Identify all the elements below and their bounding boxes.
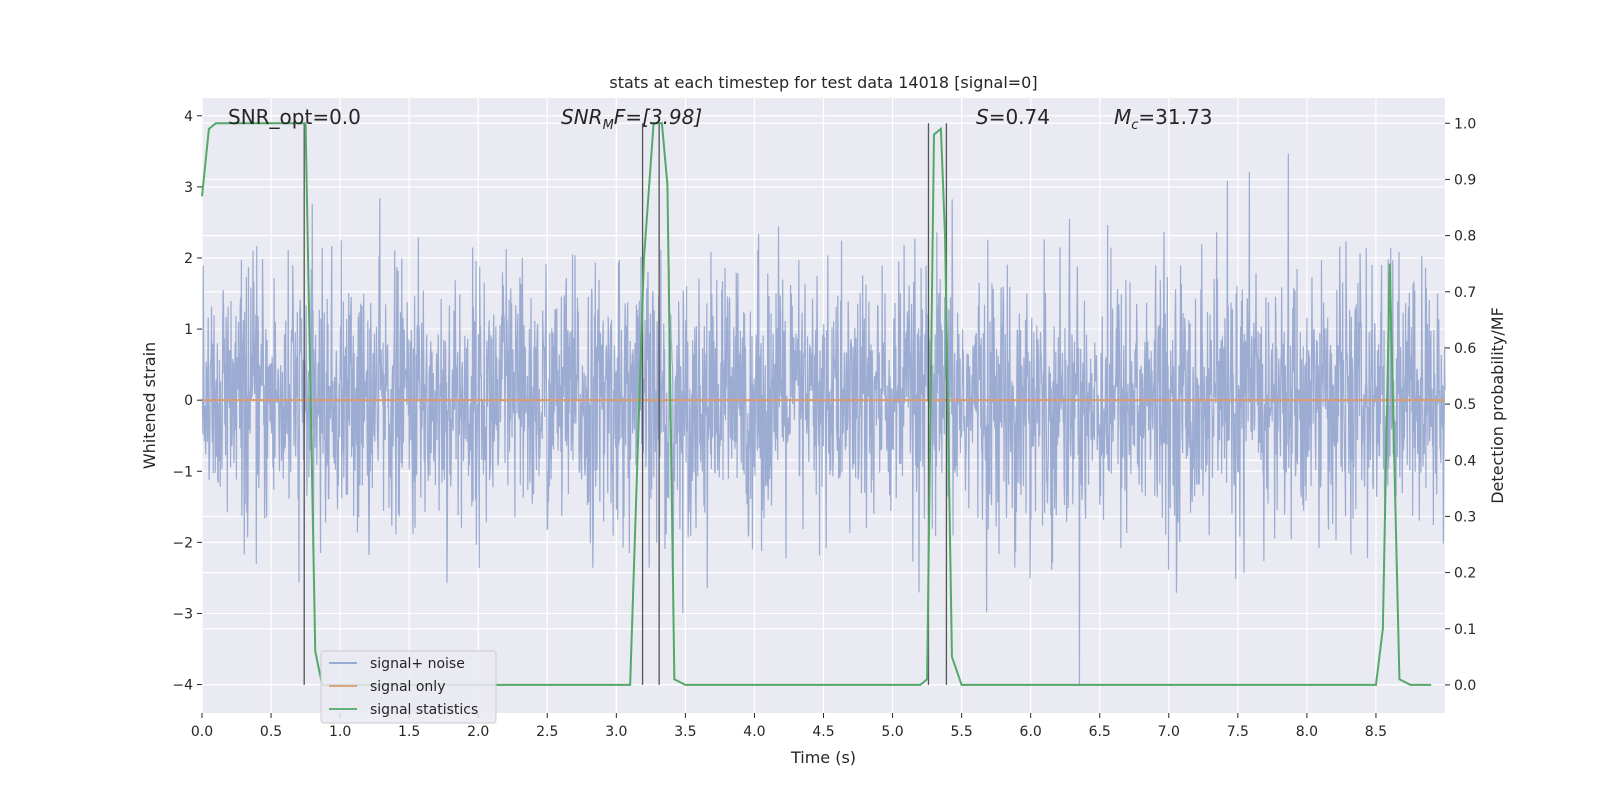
y-tick-label: 2 (184, 251, 193, 267)
x-tick-label: 5.5 (950, 724, 972, 740)
y2-tick-label: 0.9 (1454, 172, 1476, 188)
annotation-snr-mf-label: SNR (561, 105, 603, 129)
y2-tick-label: 0.1 (1454, 622, 1476, 638)
y-tick-label: 4 (184, 109, 193, 125)
x-tick-label: 1.0 (329, 724, 351, 740)
y-tick-label: 1 (184, 322, 193, 338)
x-tick-label: 5.0 (881, 724, 903, 740)
legend-label-signal-statistics: signal statistics (370, 702, 478, 718)
chart-title: stats at each timestep for test data 140… (609, 73, 1037, 92)
y2-tick-label: 0.2 (1454, 566, 1476, 582)
lines (201, 122, 1445, 686)
x-tick-label: 8.0 (1296, 724, 1318, 740)
annotation-s-label: S (976, 105, 989, 129)
x-tick-label: 0.0 (191, 724, 213, 740)
annotation-mc-label: M (1114, 105, 1131, 129)
annotation-mc: Mc=31.73 (1114, 105, 1212, 133)
y-tick-label: 3 (184, 180, 193, 196)
y-tick-label: −1 (172, 464, 193, 480)
x-tick-label: 8.5 (1365, 724, 1387, 740)
y2-tick-label: 0.3 (1454, 509, 1476, 525)
legend-box (320, 650, 497, 724)
x-tick-label: 0.5 (260, 724, 282, 740)
x-tick-label: 6.5 (1089, 724, 1111, 740)
y2-tick-label: 0.0 (1454, 678, 1476, 694)
y2-tick-label: 1.0 (1454, 116, 1476, 132)
annotation-snr-mf: SNRMF=[3.98] (561, 105, 702, 133)
y2-tick-label: 0.8 (1454, 229, 1476, 245)
x-tick-label: 4.0 (743, 724, 765, 740)
annotation-mc-value: =31.73 (1138, 105, 1212, 129)
noise-series (201, 153, 1446, 685)
x-tick-label: 2.5 (536, 724, 558, 740)
annotation-s-value: =0.74 (989, 105, 1050, 129)
legend-label-signal-only: signal only (370, 679, 445, 695)
series-signal-statistics (201, 122, 1432, 686)
legend-label-signal-noise: signal+ noise (370, 656, 465, 672)
x-tick-label: 6.0 (1020, 724, 1042, 740)
annotation-snr-opt: SNR_opt=0.0 (228, 105, 361, 129)
y2-axis-label: Detection probability/MF (1488, 307, 1507, 504)
y-axis-label: Whitened strain (140, 342, 159, 469)
annotation-s: S=0.74 (976, 105, 1050, 129)
y2-tick-label: 0.4 (1454, 453, 1476, 469)
y-tick-label: −4 (172, 678, 193, 694)
x-tick-label: 3.0 (605, 724, 627, 740)
y2-tick-label: 0.6 (1454, 341, 1476, 357)
legend: signal+ noise signal only signal statist… (320, 650, 497, 724)
y-tick-label: −2 (172, 535, 193, 551)
series-signal-noise (201, 153, 1446, 685)
y-tick-label: 0 (184, 393, 193, 409)
x-tick-label: 3.5 (674, 724, 696, 740)
y2-tick-label: 0.7 (1454, 285, 1476, 301)
annotation-snr-mf-sub: M (603, 118, 614, 133)
x-axis-label: Time (s) (790, 748, 856, 767)
annotation-mc-sub: c (1131, 118, 1138, 133)
annotation-snr-mf-value: F=[3.98] (614, 105, 702, 129)
y2-tick-label: 0.5 (1454, 397, 1476, 413)
x-tick-label: 1.5 (398, 724, 420, 740)
x-tick-label: 2.0 (467, 724, 489, 740)
axes: 0.0 0.5 1.0 1.5 2.0 2.5 3.0 3.5 4.0 4.5 5.0 5.5 6.0 6… (172, 109, 1476, 740)
y-tick-label: −3 (172, 606, 193, 622)
x-tick-label: 7.5 (1227, 724, 1249, 740)
x-tick-label: 7.0 (1158, 724, 1180, 740)
x-tick-label: 4.5 (812, 724, 834, 740)
